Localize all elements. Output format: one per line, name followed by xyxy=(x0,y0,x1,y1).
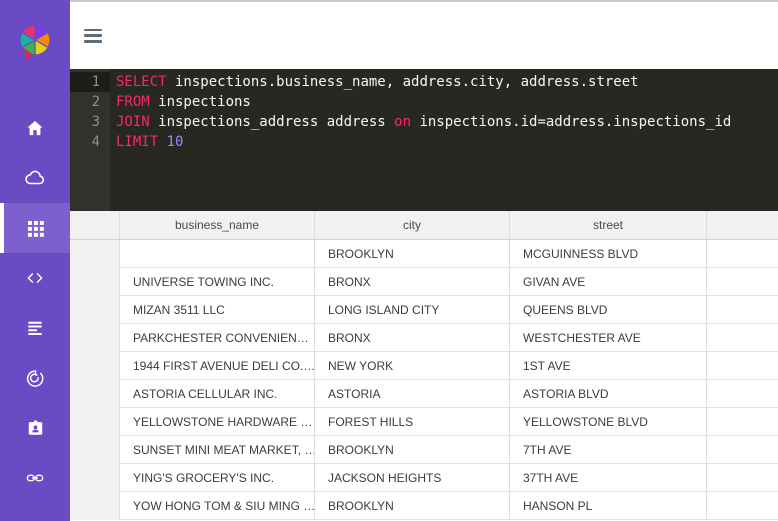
sidebar-nav xyxy=(0,103,70,503)
line-number: 1 xyxy=(70,72,110,92)
table-cell[interactable]: BROOKLYN xyxy=(315,492,510,520)
table-cell[interactable]: 1944 FIRST AVENUE DELI CO.… xyxy=(120,352,315,380)
table-cell[interactable] xyxy=(707,296,778,324)
sidebar xyxy=(0,0,70,521)
sidebar-item-link[interactable] xyxy=(0,453,70,503)
line-number: 3 xyxy=(91,114,100,130)
table-cell[interactable]: BROOKLYN xyxy=(315,436,510,464)
row-gutter xyxy=(70,408,120,436)
table-cell[interactable]: UNIVERSE TOWING INC. xyxy=(120,268,315,296)
table-cell[interactable] xyxy=(707,492,778,520)
apps-icon xyxy=(26,219,45,238)
table-cell[interactable]: FOREST HILLS xyxy=(315,408,510,436)
row-gutter xyxy=(70,296,120,324)
link-icon xyxy=(24,468,46,488)
topbar xyxy=(70,0,778,69)
line-number: 4 xyxy=(91,134,100,150)
code-line: 1 SELECT inspections.business_name, addre… xyxy=(70,72,778,92)
column-header-gutter xyxy=(70,211,120,240)
tracking-icon xyxy=(25,368,46,389)
table-cell[interactable]: ASTORIA BLVD xyxy=(510,380,707,408)
table-cell[interactable]: HANSON PL xyxy=(510,492,707,520)
column-header-street[interactable]: street xyxy=(510,211,707,240)
table-cell[interactable] xyxy=(120,240,315,268)
results-table: business_name city street BROOKLYN MCGUINNES… xyxy=(70,211,778,520)
sidebar-item-code[interactable] xyxy=(0,253,70,303)
table-cell[interactable] xyxy=(707,380,778,408)
row-gutter xyxy=(70,268,120,296)
table-cell[interactable]: QUEENS BLVD xyxy=(510,296,707,324)
sidebar-item-home[interactable] xyxy=(0,103,70,153)
table-cell[interactable]: ASTORIA xyxy=(315,380,510,408)
sidebar-item-contact-badge[interactable] xyxy=(0,403,70,453)
badge-icon xyxy=(26,418,45,438)
table-cell[interactable]: 37TH AVE xyxy=(510,464,707,492)
row-gutter xyxy=(70,240,120,268)
table-cell[interactable]: PARKCHESTER CONVENIEN… xyxy=(120,324,315,352)
table-cell[interactable]: SUNSET MINI MEAT MARKET, … xyxy=(120,436,315,464)
row-gutter xyxy=(70,380,120,408)
list-icon xyxy=(25,318,45,338)
home-icon xyxy=(25,118,45,138)
table-cell[interactable]: YOW HONG TOM & SIU MING … xyxy=(120,492,315,520)
table-cell[interactable] xyxy=(707,408,778,436)
table-cell[interactable] xyxy=(707,352,778,380)
table-cell[interactable]: MIZAN 3511 LLC xyxy=(120,296,315,324)
column-header-city[interactable]: city xyxy=(315,211,510,240)
sql-editor[interactable]: 1 SELECT inspections.business_name, addre… xyxy=(70,69,778,211)
column-header-business_name[interactable]: business_name xyxy=(120,211,315,240)
row-gutter xyxy=(70,436,120,464)
row-gutter xyxy=(70,492,120,520)
table-cell[interactable]: YELLOWSTONE BLVD xyxy=(510,408,707,436)
sidebar-item-tracking[interactable] xyxy=(0,353,70,403)
sidebar-item-list[interactable] xyxy=(0,303,70,353)
code-text: LIMIT 10 xyxy=(116,134,184,150)
code-text: JOIN inspections_address address on insp… xyxy=(116,114,732,130)
app-logo-icon xyxy=(19,23,51,61)
table-cell[interactable] xyxy=(707,464,778,492)
hamburger-menu-icon[interactable] xyxy=(84,28,102,43)
code-line: 3 JOIN inspections_address address on ins… xyxy=(70,112,778,132)
logo[interactable] xyxy=(0,0,70,103)
code-text: SELECT inspections.business_name, addres… xyxy=(116,74,639,90)
table-cell[interactable]: BRONX xyxy=(315,268,510,296)
code-line: 4 LIMIT 10 xyxy=(70,132,778,152)
table-cell[interactable]: 7TH AVE xyxy=(510,436,707,464)
table-cell[interactable]: MCGUINNESS BLVD xyxy=(510,240,707,268)
column-header-extra[interactable] xyxy=(707,211,778,240)
code-icon xyxy=(24,268,46,288)
table-cell[interactable]: NEW YORK xyxy=(315,352,510,380)
table-cell[interactable]: YING'S GROCERY'S INC. xyxy=(120,464,315,492)
sidebar-item-apps[interactable] xyxy=(0,203,70,253)
table-cell[interactable]: GIVAN AVE xyxy=(510,268,707,296)
main-area: 1 SELECT inspections.business_name, addre… xyxy=(70,0,778,521)
table-cell[interactable] xyxy=(707,268,778,296)
row-gutter xyxy=(70,324,120,352)
table-cell[interactable] xyxy=(707,240,778,268)
code-text: FROM inspections xyxy=(116,94,251,110)
row-gutter xyxy=(70,464,120,492)
table-cell[interactable]: LONG ISLAND CITY xyxy=(315,296,510,324)
table-cell[interactable]: JACKSON HEIGHTS xyxy=(315,464,510,492)
table-cell[interactable]: 1ST AVE xyxy=(510,352,707,380)
table-cell[interactable]: BROOKLYN xyxy=(315,240,510,268)
cloud-icon xyxy=(24,167,46,189)
table-cell[interactable]: YELLOWSTONE HARDWARE … xyxy=(120,408,315,436)
row-gutter xyxy=(70,352,120,380)
line-number: 2 xyxy=(91,94,100,110)
table-cell[interactable] xyxy=(707,436,778,464)
table-cell[interactable] xyxy=(707,324,778,352)
table-cell[interactable]: WESTCHESTER AVE xyxy=(510,324,707,352)
table-cell[interactable]: ASTORIA CELLULAR INC. xyxy=(120,380,315,408)
table-cell[interactable]: BRONX xyxy=(315,324,510,352)
sidebar-item-cloud[interactable] xyxy=(0,153,70,203)
code-line: 2 FROM inspections xyxy=(70,92,778,112)
